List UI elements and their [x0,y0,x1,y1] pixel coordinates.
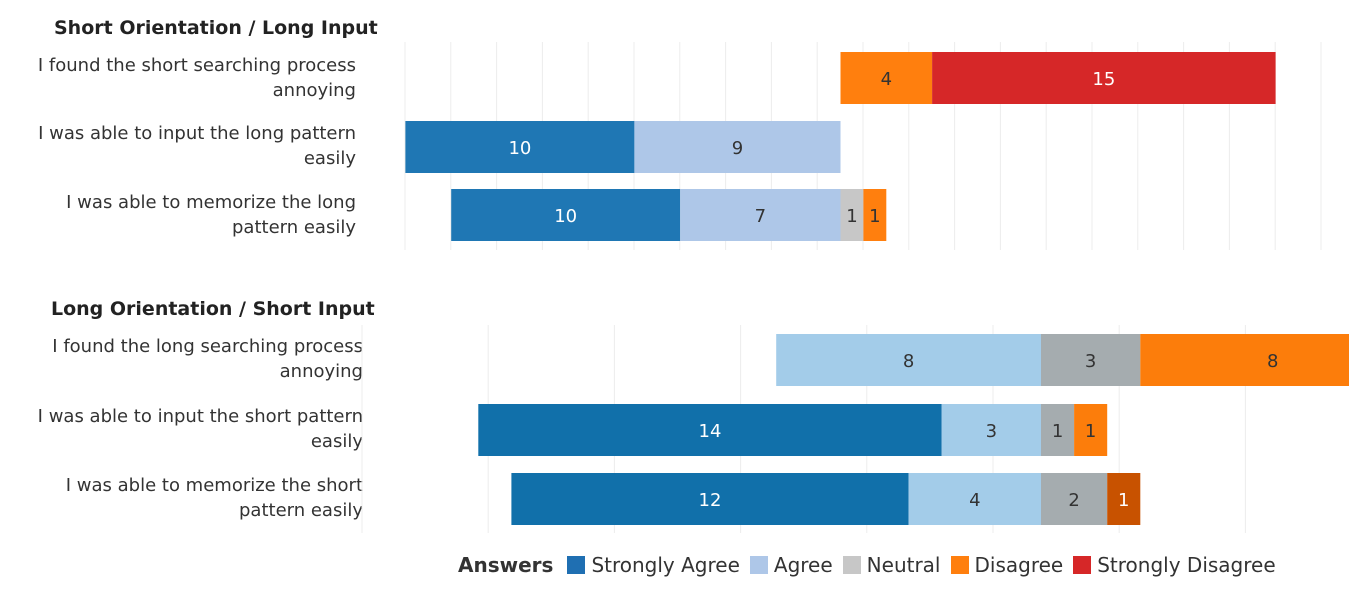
bar-segment-strongly-disagree [932,52,1276,104]
data-label: 8 [1267,351,1278,372]
legend-item-neutral: Neutral [842,553,941,577]
bar-segment-disagree [840,52,933,104]
legend-label: Strongly Agree [591,553,740,577]
data-label: 7 [755,206,766,227]
bar-segment-neutral [1041,404,1075,456]
legend-item-strongly-agree: Strongly Agree [567,553,740,577]
row-label-2-1: I found the long searching process annoy… [13,334,363,384]
legend-title: Answers [458,553,554,577]
legend-item-agree: Agree [749,553,833,577]
data-label: 2 [1068,490,1079,511]
legend-label: Neutral [866,553,941,577]
bar-segment-strongly-agree [478,404,942,456]
legend-swatch [1073,556,1092,574]
legend-item-strongly-disagree: Strongly Disagree [1073,553,1276,577]
row-label-line: I was able to memorize the long [66,192,356,213]
data-label: 1 [1052,421,1063,442]
bar-segment-strongly-agree [511,473,909,525]
row-label-2-3: I was able to memorize the short pattern… [13,473,363,523]
data-label: 3 [986,421,997,442]
row-label-line: I was able to memorize the short [65,475,363,496]
row-label-line: pattern easily [232,217,356,238]
row-label-line: annoying [272,80,356,101]
data-label: 3 [1085,351,1096,372]
bar-segment-agree [776,334,1041,386]
row-label-line: easily [303,148,356,169]
bar-segment-neutral [840,189,864,241]
row-label-line: easily [310,431,363,452]
data-label: 10 [554,206,577,227]
row-label-line: I found the short searching process [37,55,356,76]
row-label-line: I found the long searching process [52,336,363,357]
legend-label: Agree [773,553,833,577]
legend-swatch [950,556,969,574]
row-label-line: I was able to input the short pattern [37,406,363,427]
row-label-line: I was able to input the long pattern [38,123,356,144]
legend-swatch [842,556,861,574]
row-label-1-1: I found the short searching process anno… [6,53,356,103]
bar-segment-disagree [1107,473,1141,525]
data-label: 10 [508,138,531,159]
legend-item-disagree: Disagree [950,553,1064,577]
row-label-2-2: I was able to input the short pattern ea… [13,404,363,454]
bar-segment-neutral [1041,334,1141,386]
data-label: 1 [846,206,857,227]
panel-1-bars: 4 15 10 9 10 7 1 1 [404,42,1322,250]
data-label: 1 [1118,490,1129,511]
bar-segment-disagree [1074,404,1108,456]
row-label-line: pattern easily [239,500,363,521]
row-label-1-3: I was able to memorize the long pattern … [6,190,356,240]
legend-swatch [567,556,586,574]
panel-2-title: Long Orientation / Short Input [51,298,375,320]
bar-segment-agree [941,404,1041,456]
legend-label: Strongly Disagree [1097,553,1276,577]
bar-segment-agree [680,189,841,241]
data-label: 4 [881,69,892,90]
data-label: 8 [903,351,914,372]
data-label: 9 [732,138,743,159]
bar-segment-agree [908,473,1041,525]
bar-segment-strongly-agree [405,121,635,173]
panel-1-title: Short Orientation / Long Input [54,17,378,39]
bar-segment-agree [634,121,841,173]
panel-2-bars: 8 3 8 14 3 1 1 12 4 2 1 [361,325,1349,533]
data-label: 12 [699,490,722,511]
data-label: 15 [1092,69,1115,90]
bar-segment-strongly-agree [451,189,681,241]
bar-segment-disagree [1140,334,1349,386]
data-label: 4 [969,490,980,511]
bar-segment-neutral [1041,473,1108,525]
bar-segment-disagree [863,189,887,241]
row-label-1-2: I was able to input the long pattern eas… [6,121,356,171]
legend-label: Disagree [974,553,1064,577]
data-label: 14 [699,421,722,442]
data-label: 1 [1085,421,1096,442]
data-label: 1 [869,206,880,227]
legend: Answers Strongly Agree Agree Neutral Dis… [458,553,1286,577]
row-label-line: annoying [279,361,363,382]
legend-swatch [749,556,768,574]
